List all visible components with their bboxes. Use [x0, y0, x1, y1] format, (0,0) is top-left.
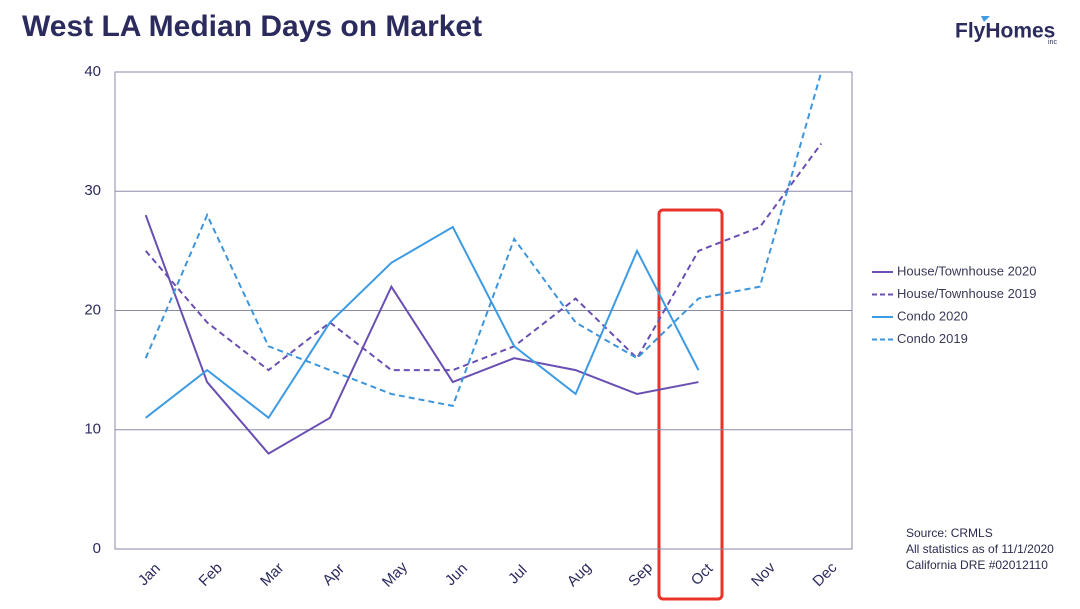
x-tick-label: May — [379, 558, 411, 590]
y-tick-label: 40 — [84, 63, 101, 80]
y-tick-label: 30 — [84, 182, 101, 199]
x-tick-label: Nov — [748, 559, 779, 590]
y-tick-label: 10 — [84, 421, 101, 438]
logo-suffix: inc — [1048, 39, 1057, 46]
x-tick-label: Feb — [196, 559, 226, 589]
source-note: All statistics as of 11/1/2020 — [906, 542, 1054, 556]
x-tick-label: Aug — [564, 559, 595, 590]
x-tick-label: Jan — [135, 560, 164, 589]
y-tick-label: 0 — [93, 540, 101, 557]
logo: FlyHomes — [955, 20, 1055, 43]
x-tick-label: Dec — [809, 559, 840, 590]
chart-title: West LA Median Days on Market — [22, 10, 482, 43]
series-line — [144, 142, 823, 372]
y-tick-label: 20 — [84, 301, 101, 318]
x-tick-label: Jun — [442, 560, 471, 589]
x-tick-label: Mar — [257, 559, 287, 589]
x-tick-label: Sep — [625, 559, 656, 590]
legend-label: Condo 2020 — [897, 308, 968, 323]
highlight-box — [657, 208, 724, 601]
series-line — [145, 225, 700, 420]
source-note: California DRE #02012110 — [906, 558, 1048, 572]
legend-label: House/Townhouse 2019 — [897, 286, 1037, 301]
x-tick-label: Apr — [319, 560, 348, 589]
logo-mark — [981, 16, 990, 22]
series-line — [144, 214, 699, 455]
source-note: Source: CRMLS — [906, 526, 993, 540]
series-line — [144, 71, 823, 408]
legend-label: House/Townhouse 2020 — [897, 263, 1037, 278]
legend-label: Condo 2019 — [897, 331, 968, 346]
x-tick-label: Jul — [505, 562, 531, 588]
x-tick-label: Oct — [688, 560, 717, 589]
